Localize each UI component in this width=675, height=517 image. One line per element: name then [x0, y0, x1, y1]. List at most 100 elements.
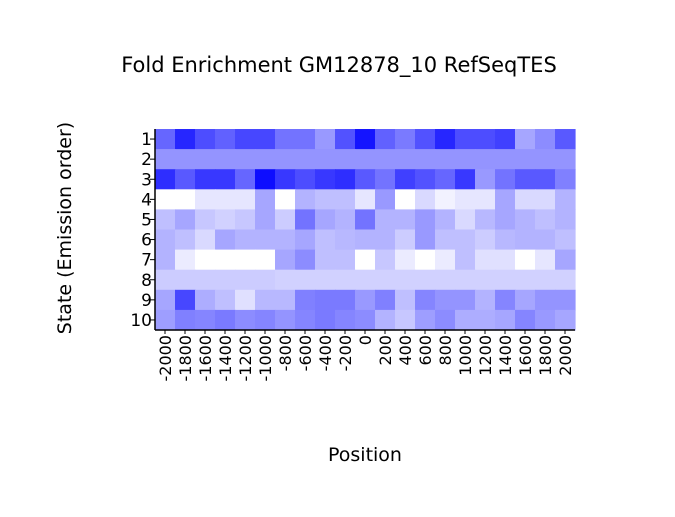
heatmap-cell [415, 289, 436, 311]
heatmap-cell [555, 169, 576, 190]
heatmap-cell [475, 189, 496, 210]
heatmap-cell [155, 309, 176, 331]
heatmap-cell [495, 209, 516, 231]
heatmap-cell [175, 309, 196, 331]
heatmap-cell [295, 289, 316, 311]
heatmap-cell [255, 189, 276, 210]
heatmap-cell [255, 309, 276, 331]
heatmap-cell [415, 129, 436, 150]
heatmap-cell [195, 229, 216, 251]
heatmap-cell [455, 289, 476, 311]
heatmap-cell [155, 129, 176, 150]
heatmap-cell [175, 289, 196, 311]
heatmap-cell [215, 189, 236, 210]
heatmap-cell [375, 269, 396, 291]
heatmap-cell [355, 229, 376, 251]
heatmap-cell [395, 249, 416, 271]
heatmap-cell [375, 249, 396, 271]
heatmap-cell [515, 229, 536, 251]
heatmap-cell [375, 149, 396, 170]
heatmap-cell [295, 149, 316, 170]
heatmap-cell [215, 309, 236, 331]
column-tick-label: -200 [336, 335, 355, 371]
heatmap-cell [355, 209, 376, 231]
heatmap-cell [435, 169, 456, 190]
heatmap-cell [475, 249, 496, 271]
heatmap-cell [235, 249, 256, 271]
heatmap-cell [415, 229, 436, 251]
heatmap-cell [195, 189, 216, 210]
heatmap-cell [355, 269, 376, 291]
heatmap-cell [535, 169, 556, 190]
heatmap-cell [195, 269, 216, 291]
y-axis-label: State (Emission order) [54, 122, 76, 334]
heatmap-cell [255, 229, 276, 251]
heatmap-cell [535, 189, 556, 210]
heatmap-cell [155, 189, 176, 210]
column-tick-label: 0 [356, 335, 375, 345]
heatmap-cell [515, 269, 536, 291]
heatmap-cell [255, 149, 276, 170]
heatmap-cell [495, 289, 516, 311]
heatmap-cell [495, 249, 516, 271]
heatmap-cell [295, 129, 316, 150]
heatmap-cell [355, 149, 376, 170]
heatmap-cell [215, 209, 236, 231]
heatmap-cell [515, 209, 536, 231]
heatmap-cell [355, 169, 376, 190]
heatmap-cell [295, 189, 316, 210]
heatmap-cell [535, 129, 556, 150]
heatmap-cell [415, 189, 436, 210]
heatmap-cell [275, 289, 296, 311]
heatmap-cell [475, 309, 496, 331]
row-tick-label: 1 [141, 130, 152, 150]
heatmap-cell [475, 209, 496, 231]
heatmap-cell [495, 169, 516, 190]
heatmap-cell [515, 189, 536, 210]
heatmap-cell [475, 269, 496, 291]
heatmap-cell [155, 149, 176, 170]
heatmap-cell [155, 209, 176, 231]
heatmap-cell [235, 289, 256, 311]
heatmap-cell [275, 309, 296, 331]
heatmap-cell [535, 249, 556, 271]
heatmap-cell [335, 309, 356, 331]
heatmap-cell [375, 309, 396, 331]
heatmap-cell [155, 269, 176, 291]
heatmap-cell [495, 269, 516, 291]
heatmap-cell [355, 309, 376, 331]
heatmap-cell [235, 309, 256, 331]
heatmap-cell [435, 149, 456, 170]
heatmap-cell [335, 129, 356, 150]
heatmap-cell [455, 129, 476, 150]
heatmap-cell [555, 269, 576, 291]
row-tick-label: 9 [141, 291, 152, 311]
heatmap-cell [175, 249, 196, 271]
heatmap-cell [455, 309, 476, 331]
heatmap-cell [215, 149, 236, 170]
heatmap-cell [395, 189, 416, 210]
x-axis-label: Position [328, 444, 402, 466]
heatmap-cell [175, 129, 196, 150]
heatmap-cell [195, 309, 216, 331]
column-tick-label: 2000 [556, 335, 575, 376]
heatmap-cell [275, 129, 296, 150]
heatmap-cell [255, 249, 276, 271]
heatmap-cell [515, 149, 536, 170]
heatmap-cell [315, 189, 336, 210]
heatmap-cell [555, 309, 576, 331]
heatmap-cell [315, 249, 336, 271]
heatmap-cell [255, 169, 276, 190]
heatmap-cell [355, 189, 376, 210]
row-tick-label: 8 [141, 271, 152, 291]
heatmap-cell [475, 289, 496, 311]
column-tick-label: 1200 [476, 335, 495, 376]
heatmap-cell [515, 289, 536, 311]
heatmap-cell [495, 309, 516, 331]
heatmap-cell [235, 149, 256, 170]
heatmap-cell [275, 269, 296, 291]
heatmap-cell [315, 309, 336, 331]
heatmap-cell [375, 169, 396, 190]
heatmap-cell [495, 149, 516, 170]
